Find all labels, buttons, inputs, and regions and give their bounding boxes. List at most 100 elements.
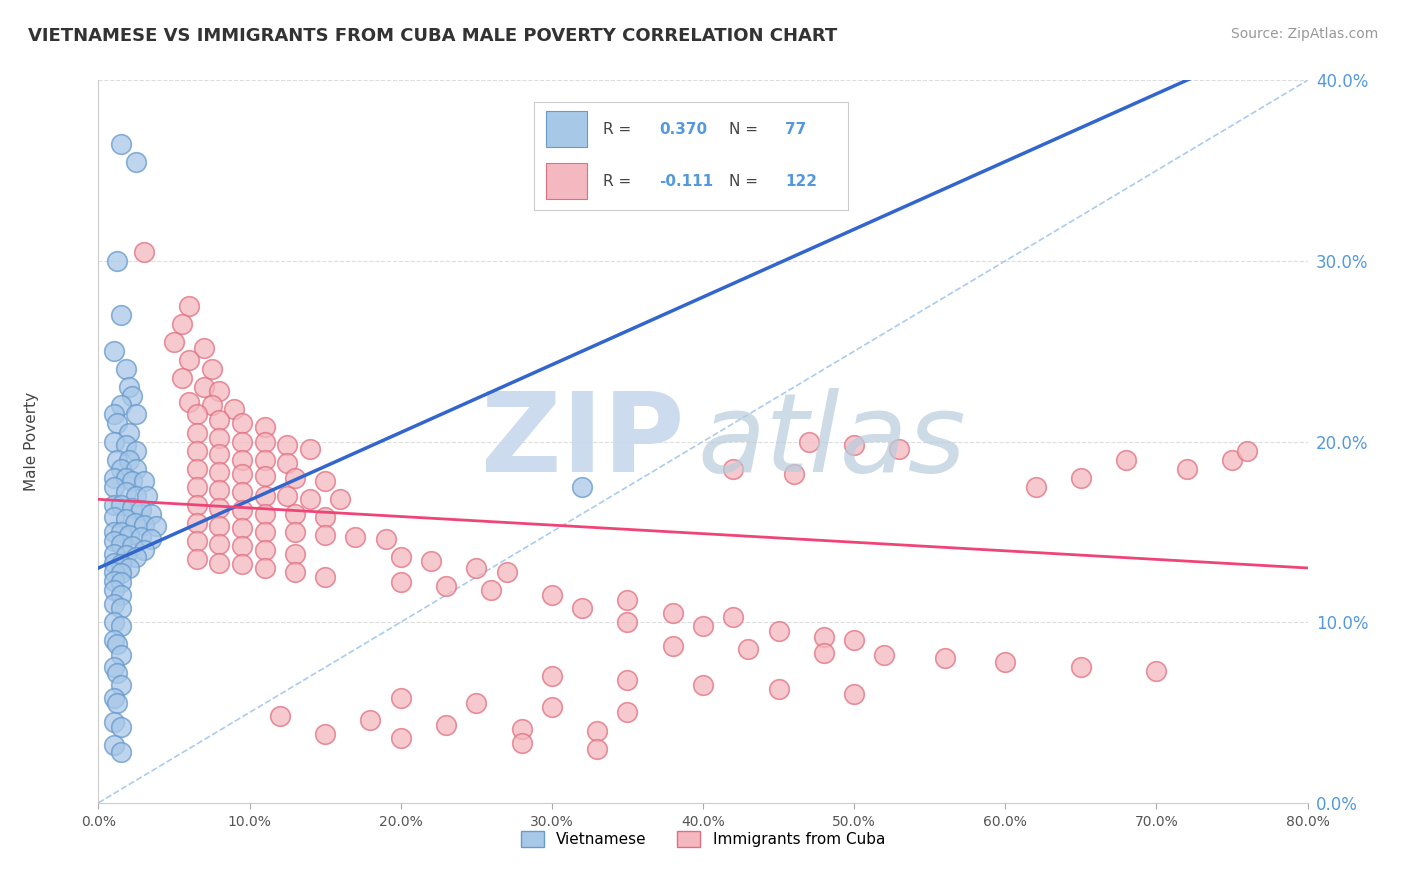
Point [105, 637, 128, 651]
Point [813, 646, 835, 660]
Point [231, 417, 253, 431]
Point [103, 615, 125, 630]
Point [110, 678, 132, 692]
Point [813, 630, 835, 644]
Point [208, 519, 231, 533]
Point [360, 713, 382, 727]
Point [284, 507, 307, 521]
Point [121, 475, 143, 489]
Point [110, 720, 132, 734]
Point [934, 651, 956, 665]
Text: Male Poverty: Male Poverty [24, 392, 39, 491]
Point [389, 731, 412, 745]
Point [586, 741, 609, 756]
Point [201, 398, 224, 412]
Point [616, 615, 638, 630]
Point [208, 413, 231, 427]
Point [103, 660, 125, 674]
Point [129, 530, 152, 544]
Point [1070, 471, 1092, 485]
Point [231, 558, 253, 572]
Point [103, 510, 125, 524]
Point [141, 507, 163, 521]
Point [110, 461, 132, 475]
Point [103, 533, 125, 548]
Point [276, 456, 298, 470]
Point [231, 452, 253, 467]
Point [132, 475, 155, 489]
Point [105, 452, 128, 467]
Point [495, 565, 517, 579]
Point [253, 507, 276, 521]
Point [661, 606, 683, 620]
Point [374, 532, 396, 546]
Point [103, 565, 125, 579]
Point [118, 528, 141, 542]
Point [586, 723, 609, 738]
Point [329, 492, 352, 507]
Point [844, 687, 866, 701]
Point [314, 528, 336, 542]
Point [844, 633, 866, 648]
Point [389, 575, 412, 590]
Point [103, 498, 125, 512]
Point [434, 579, 457, 593]
Point [103, 344, 125, 359]
Point [276, 438, 298, 452]
Point [125, 408, 148, 422]
Point [186, 408, 208, 422]
Point [284, 524, 307, 539]
Point [125, 443, 148, 458]
Point [510, 722, 533, 736]
Point [179, 299, 201, 313]
Point [1115, 452, 1137, 467]
Point [540, 700, 562, 714]
Point [118, 561, 141, 575]
Point [540, 588, 562, 602]
Point [186, 498, 208, 512]
Point [276, 489, 298, 503]
Point [692, 678, 714, 692]
Point [231, 467, 253, 481]
Point [1175, 461, 1198, 475]
Point [186, 552, 208, 566]
Point [224, 402, 246, 417]
Point [269, 709, 291, 723]
Point [692, 619, 714, 633]
Point [103, 738, 125, 752]
Point [193, 341, 215, 355]
Point [723, 461, 745, 475]
Point [208, 465, 231, 479]
Point [193, 380, 215, 394]
Point [121, 501, 143, 516]
Point [132, 517, 155, 532]
Point [114, 512, 136, 526]
Point [994, 655, 1017, 669]
Point [132, 244, 155, 259]
Point [103, 582, 125, 597]
Text: Source: ZipAtlas.com: Source: ZipAtlas.com [1230, 27, 1378, 41]
Point [344, 530, 367, 544]
Point [208, 537, 231, 551]
Point [114, 485, 136, 500]
Point [616, 706, 638, 720]
Point [231, 503, 253, 517]
Point [103, 471, 125, 485]
Point [110, 398, 132, 412]
Point [208, 483, 231, 498]
Point [114, 471, 136, 485]
Point [231, 521, 253, 535]
Point [1024, 480, 1046, 494]
Point [465, 561, 488, 575]
Point [186, 461, 208, 475]
Point [208, 447, 231, 461]
Point [284, 471, 307, 485]
Point [231, 485, 253, 500]
Point [253, 542, 276, 557]
Point [253, 524, 276, 539]
Point [540, 669, 562, 683]
Point [797, 434, 820, 449]
Point [110, 558, 132, 572]
Point [110, 588, 132, 602]
Point [163, 335, 186, 350]
